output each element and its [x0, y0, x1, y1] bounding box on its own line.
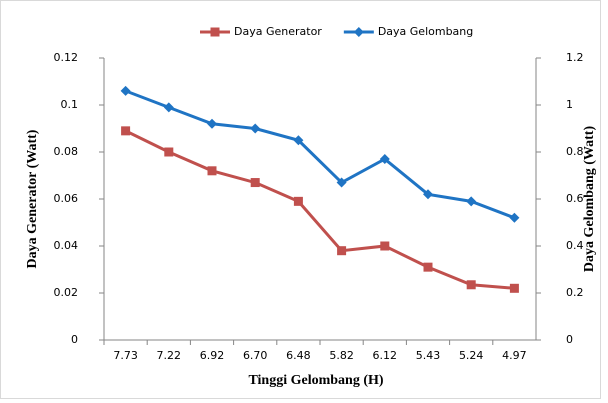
- data-point: [336, 177, 347, 188]
- y2-axis-title: Daya Gelombang (Watt): [582, 126, 597, 273]
- x-tick-label: 5.24: [459, 349, 484, 362]
- x-tick-label: 6.12: [373, 349, 398, 362]
- x-tick-label: 7.73: [113, 349, 138, 362]
- x-tick-label: 6.70: [243, 349, 268, 362]
- data-point: [207, 118, 217, 129]
- data-point: [293, 135, 304, 146]
- data-point: [250, 178, 260, 188]
- y-tick-label: 0.06: [54, 192, 79, 205]
- y-tick-label: 0: [71, 333, 78, 346]
- data-point: [164, 147, 174, 157]
- data-point: [120, 85, 131, 96]
- x-tick-label: 7.22: [157, 349, 182, 362]
- legend-marker: [353, 27, 364, 37]
- data-point: [509, 212, 520, 223]
- y-tick-label: 0.1: [61, 98, 79, 111]
- data-point: [337, 246, 347, 256]
- data-point: [163, 102, 174, 113]
- y2-tick-label: 0: [566, 333, 573, 346]
- y2-tick-label: 0.2: [566, 286, 584, 299]
- data-point: [379, 154, 390, 165]
- x-axis-title: Tinggi Gelombang (H): [248, 373, 383, 388]
- data-point: [121, 126, 131, 136]
- x-tick-label: 6.92: [200, 349, 225, 362]
- series-line: [124, 129, 515, 290]
- y-axis-title: Daya Generator (Watt): [25, 129, 40, 268]
- x-tick-label: 4.97: [502, 349, 527, 362]
- legend-label: Daya Gelombang: [378, 25, 473, 38]
- y2-tick-label: 1.2: [566, 51, 584, 64]
- y2-tick-label: 1: [566, 98, 573, 111]
- x-tick-label: 5.82: [329, 349, 354, 362]
- legend-label: Daya Generator: [234, 25, 322, 38]
- data-point: [250, 123, 261, 134]
- data-point: [380, 241, 390, 251]
- data-point: [466, 196, 477, 207]
- legend-marker: [210, 27, 220, 37]
- data-point: [293, 196, 303, 206]
- series-line: [125, 89, 515, 220]
- y-tick-label: 0.04: [54, 239, 79, 252]
- y-tick-label: 0.02: [54, 286, 79, 299]
- data-point: [207, 166, 217, 176]
- data-point: [466, 280, 476, 290]
- y-tick-label: 0.12: [54, 51, 79, 64]
- y-tick-label: 0.08: [54, 145, 79, 158]
- y2-tick-label: 0.6: [566, 192, 584, 205]
- x-tick-label: 6.48: [286, 349, 311, 362]
- data-point: [509, 283, 519, 293]
- y2-tick-label: 0.8: [566, 145, 584, 158]
- data-point: [423, 189, 433, 200]
- y2-tick-label: 0.4: [566, 239, 584, 252]
- x-tick-label: 5.43: [416, 349, 441, 362]
- data-point: [423, 262, 433, 272]
